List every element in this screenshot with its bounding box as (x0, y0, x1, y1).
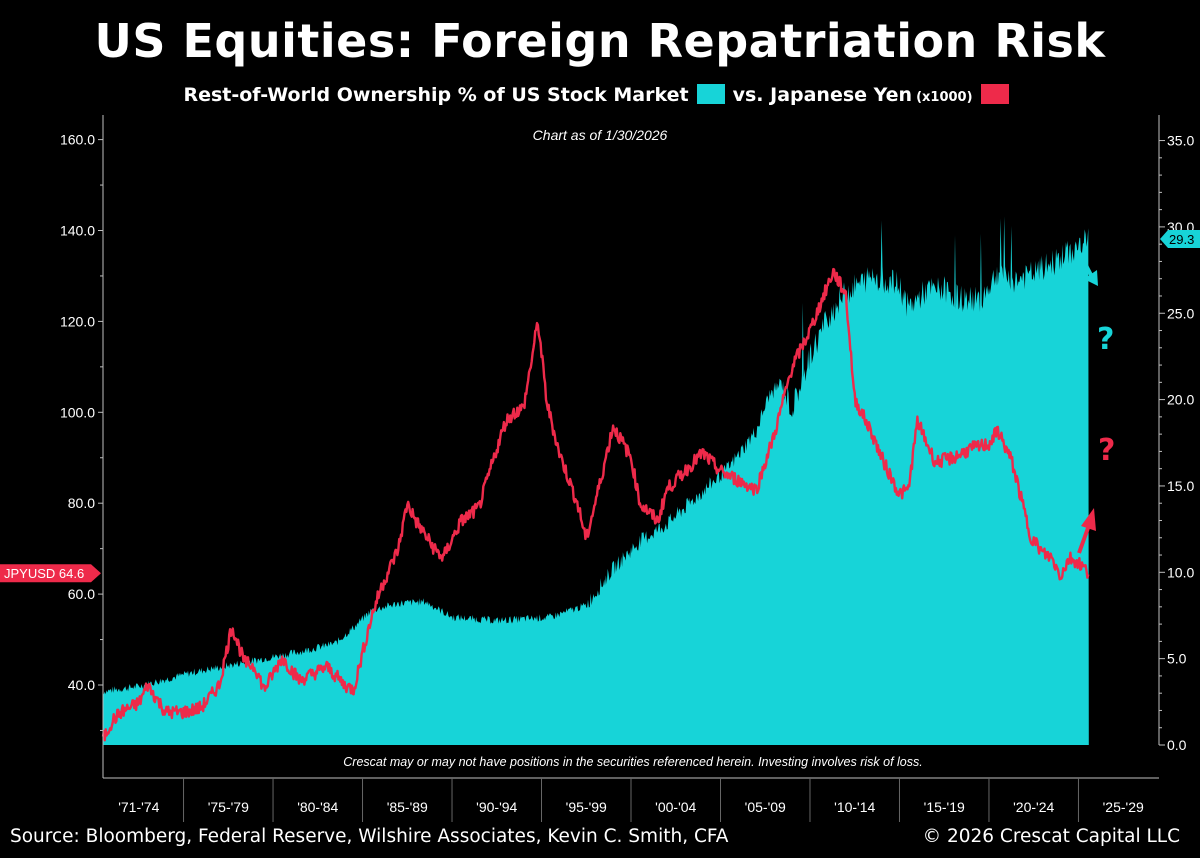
legend-ownership-swatch (696, 84, 725, 104)
copyright-note: © 2026 Crescat Capital LLC (922, 826, 1180, 847)
chart-as-of-date: Chart as of 1/30/2026 (532, 127, 668, 143)
x-tick-label: '80-'84 (297, 799, 338, 815)
left-tick-label: 40.0 (68, 677, 95, 693)
red-arrowhead-icon (1081, 508, 1096, 531)
red-up-arrow-icon (1077, 527, 1090, 554)
source-note: Source: Bloomberg, Federal Reserve, Wils… (10, 826, 729, 847)
right-tick-label: 0.0 (1167, 737, 1187, 753)
chart-legend: Rest-of-World Ownership % of US Stock Ma… (0, 84, 1200, 106)
x-tick-label: '75-'79 (208, 799, 249, 815)
yen-last-value-tag (0, 564, 101, 583)
x-tick-label: '71-'74 (118, 799, 159, 815)
x-tick-label: '95-'99 (566, 799, 607, 815)
legend-yen-label: vs. Japanese Yen (732, 84, 913, 106)
legend-ownership-label: Rest-of-World Ownership % of US Stock Ma… (183, 84, 689, 106)
left-tick-label: 140.0 (60, 223, 95, 239)
right-tick-label: 15.0 (1167, 478, 1194, 494)
right-tick-label: 5.0 (1167, 651, 1187, 667)
left-tick-label: 60.0 (68, 586, 95, 602)
left-tick-label: 120.0 (60, 313, 95, 329)
x-tick-label: '20-'24 (1013, 799, 1054, 815)
left-tick-label: 100.0 (60, 404, 95, 420)
right-tick-label: 20.0 (1167, 392, 1194, 408)
ownership-last-value-label: 29.3 (1169, 232, 1194, 247)
yen-line (101, 267, 1090, 742)
x-tick-label: '05-'09 (745, 799, 786, 815)
cyan-question-mark: ? (1097, 322, 1115, 357)
ownership-last-value-tag (1160, 229, 1200, 248)
x-tick-label: '85-'89 (387, 799, 428, 815)
right-tick-label: 35.0 (1167, 133, 1194, 149)
cyan-down-arrow-icon (1076, 249, 1093, 276)
x-tick-label: '00-'04 (655, 799, 696, 815)
x-tick-label: '10-'14 (834, 799, 875, 815)
right-tick-label: 10.0 (1167, 564, 1194, 580)
x-tick-label: '15-'19 (924, 799, 965, 815)
yen-last-value-label: JPYUSD 64.6 (4, 566, 84, 581)
disclaimer-text: Crescat may or may not have positions in… (343, 755, 923, 769)
chart-title: US Equities: Foreign Repatriation Risk (94, 14, 1106, 68)
x-tick-label: '90-'94 (476, 799, 517, 815)
left-tick-label: 80.0 (68, 495, 95, 511)
x-tick-label: '25-'29 (1103, 799, 1144, 815)
red-question-mark: ? (1098, 433, 1116, 468)
left-tick-label: 160.0 (60, 132, 95, 148)
legend-yen-suffix: (x1000) (916, 90, 973, 105)
legend-yen-swatch (980, 84, 1009, 104)
ownership-area (103, 216, 1089, 745)
right-tick-label: 25.0 (1167, 305, 1194, 321)
cyan-arrowhead-icon (1084, 270, 1098, 286)
